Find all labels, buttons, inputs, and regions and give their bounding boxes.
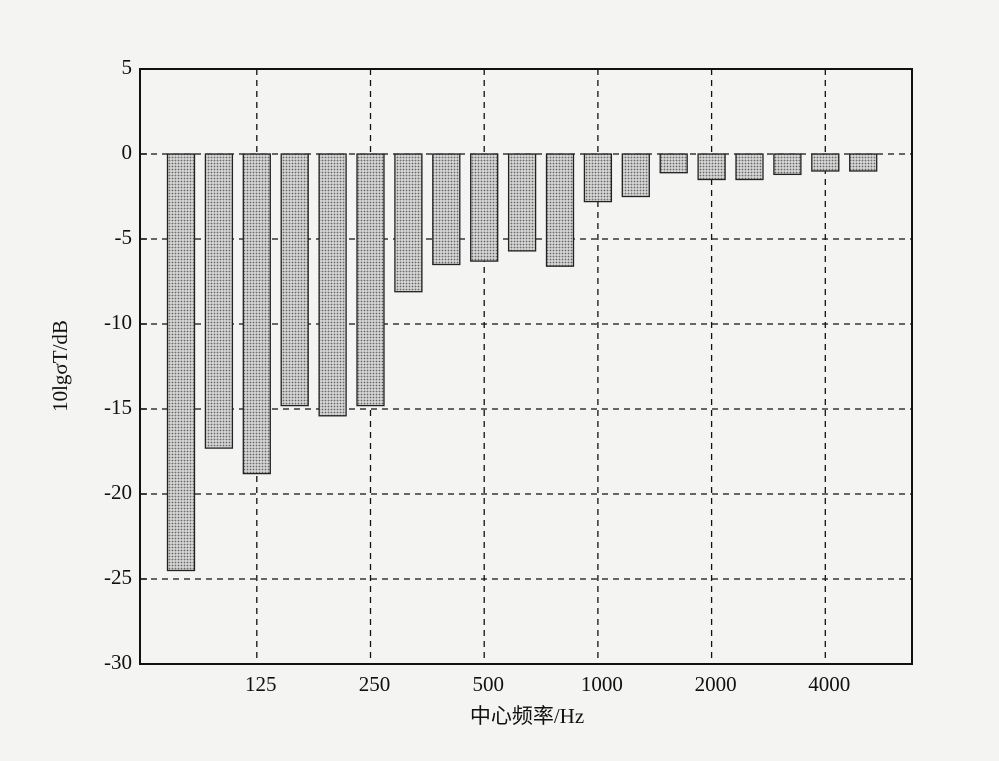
x-tick-label: 125 <box>245 672 277 696</box>
plot-frame <box>139 68 913 665</box>
bar <box>773 153 802 176</box>
bar <box>470 153 499 262</box>
y-tick-label: -30 <box>104 650 132 674</box>
bar <box>394 153 423 293</box>
y-tick-label: 5 <box>122 55 133 79</box>
bar <box>659 153 688 174</box>
bar <box>318 153 347 417</box>
x-axis-label: 中心频率/Hz <box>470 704 584 728</box>
bars <box>166 153 878 572</box>
x-tick-label: 250 <box>359 672 391 696</box>
bar <box>697 153 726 181</box>
y-tick-label: -15 <box>104 395 132 419</box>
bar <box>583 153 613 203</box>
y-tick-label: -20 <box>104 480 132 504</box>
bar <box>507 153 537 252</box>
x-tick-label: 2000 <box>695 672 737 696</box>
bar <box>242 153 271 475</box>
bar <box>432 153 461 266</box>
x-tick-label: 500 <box>472 672 504 696</box>
bar <box>204 153 234 449</box>
bar <box>166 153 196 572</box>
x-tick-label: 4000 <box>808 672 850 696</box>
y-tick-label: -10 <box>104 310 132 334</box>
bar <box>849 153 878 172</box>
y-tick-label: -25 <box>104 565 132 589</box>
bar <box>356 153 385 407</box>
bar <box>621 153 650 198</box>
y-tick-label: 0 <box>122 140 133 164</box>
bar <box>280 153 309 407</box>
x-tick-label: 1000 <box>581 672 623 696</box>
y-tick-label: -5 <box>115 225 133 249</box>
bar <box>811 153 840 172</box>
bar <box>545 153 575 267</box>
y-axis-label: 10lgσT/dB <box>48 320 72 412</box>
bar <box>735 153 764 181</box>
